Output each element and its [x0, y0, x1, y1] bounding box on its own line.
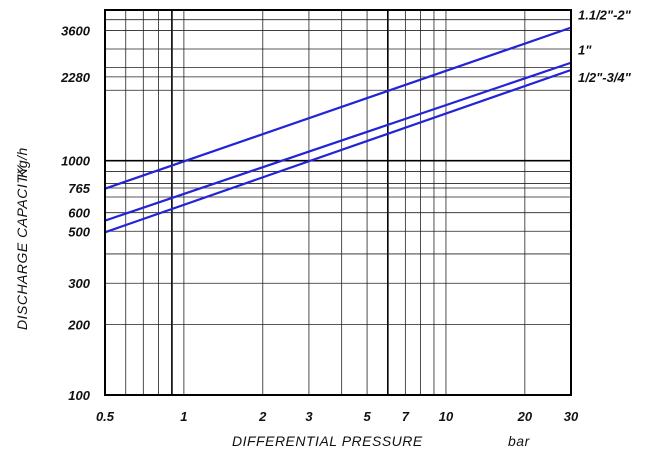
x-tick-label: 0.5: [96, 409, 115, 424]
y-tick-label: 200: [67, 317, 90, 332]
x-axis-unit: bar: [508, 433, 531, 449]
series-line: [104, 61, 572, 222]
grid-lines: [104, 10, 572, 396]
x-tick-label: 2: [258, 409, 267, 424]
y-axis-tick-labels: 100 200 300 500 600 765 1000 2280 3600: [60, 23, 91, 403]
x-tick-label: 3: [305, 409, 313, 424]
x-axis-tick-labels: 0.5 1 2 3 5 7 10 20 30: [96, 409, 579, 424]
y-tick-label: 100: [68, 388, 90, 403]
series-label: 1/2"-3/4": [578, 70, 632, 85]
series-line: [104, 68, 572, 234]
series-label: 1": [578, 43, 592, 58]
plot-frame: [104, 9, 572, 396]
y-tick-label: 3600: [61, 23, 91, 38]
x-tick-label: 10: [439, 409, 454, 424]
x-tick-label: 5: [363, 409, 371, 424]
y-tick-label: 600: [68, 206, 90, 221]
series-label: 1.1/2"-2": [578, 8, 632, 23]
y-axis-unit: Kg/h: [14, 147, 30, 178]
y-tick-label: 1000: [61, 154, 91, 169]
y-tick-label: 2280: [60, 70, 91, 85]
series-lines: [104, 26, 572, 234]
series-line: [104, 26, 572, 190]
x-axis-title: DIFFERENTIAL PRESSURE: [232, 433, 423, 449]
y-tick-label: 765: [68, 181, 90, 196]
x-tick-label: 1: [180, 409, 187, 424]
x-tick-label: 7: [402, 409, 410, 424]
y-axis-title: DISCHARGE CAPACITY: [14, 164, 30, 330]
x-tick-label: 30: [564, 409, 579, 424]
y-tick-label: 500: [68, 224, 90, 239]
y-tick-label: 300: [68, 276, 90, 291]
series-labels: 1.1/2"-2" 1" 1/2"-3/4": [578, 8, 632, 85]
x-tick-label: 20: [517, 409, 533, 424]
